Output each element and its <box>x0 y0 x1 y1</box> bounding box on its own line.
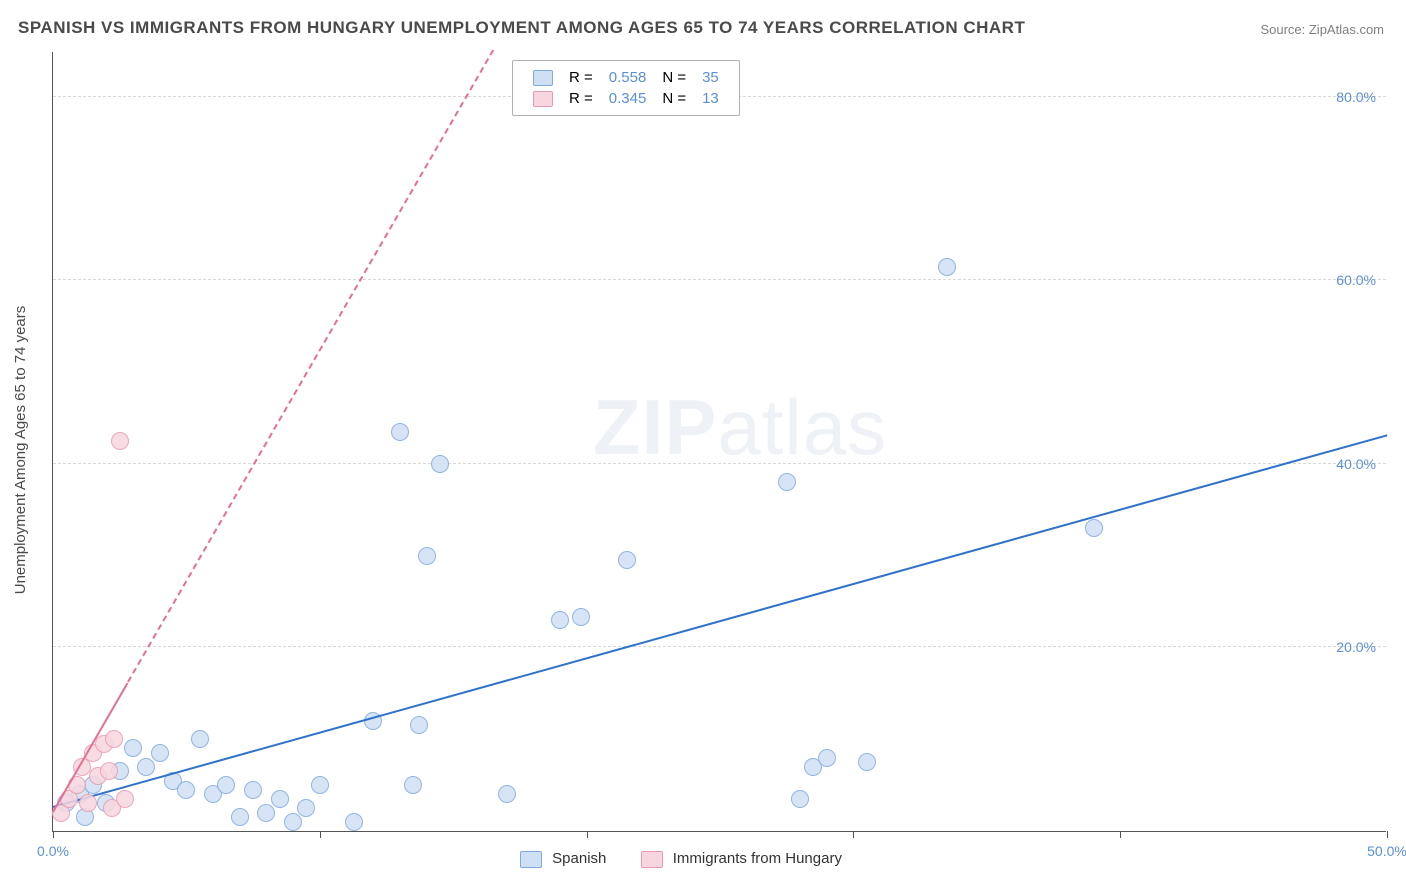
data-point-spanish <box>191 730 209 748</box>
y-tick-label: 40.0% <box>1336 456 1376 472</box>
gridline-h <box>53 279 1386 280</box>
data-point-spanish <box>818 749 836 767</box>
data-point-spanish <box>244 781 262 799</box>
gridline-h <box>53 646 1386 647</box>
data-point-spanish <box>345 813 363 831</box>
chart-title: SPANISH VS IMMIGRANTS FROM HUNGARY UNEMP… <box>18 18 1025 38</box>
data-point-hungary <box>105 730 123 748</box>
x-tick-label: 50.0% <box>1367 843 1406 859</box>
x-tick-label: 0.0% <box>37 843 69 859</box>
data-point-hungary <box>111 432 129 450</box>
data-point-spanish <box>257 804 275 822</box>
n-label: N = <box>654 88 694 109</box>
r-label: R = <box>561 67 601 88</box>
data-point-spanish <box>311 776 329 794</box>
r-value-spanish: 0.558 <box>601 67 655 88</box>
data-point-spanish <box>137 758 155 776</box>
data-point-spanish <box>1085 519 1103 537</box>
data-point-spanish <box>151 744 169 762</box>
x-tick <box>853 831 854 838</box>
x-tick <box>53 831 54 838</box>
data-point-spanish <box>124 739 142 757</box>
data-point-spanish <box>404 776 422 794</box>
legend-row-hungary: R = 0.345 N = 13 <box>525 88 727 109</box>
x-tick <box>320 831 321 838</box>
y-tick-label: 60.0% <box>1336 272 1376 288</box>
watermark-bold: ZIP <box>593 383 717 471</box>
data-point-spanish <box>498 785 516 803</box>
data-point-spanish <box>391 423 409 441</box>
source-attribution: Source: ZipAtlas.com <box>1260 22 1384 37</box>
legend-label-spanish: Spanish <box>552 850 606 867</box>
r-value-hungary: 0.345 <box>601 88 655 109</box>
y-tick-label: 20.0% <box>1336 639 1376 655</box>
legend-label-hungary: Immigrants from Hungary <box>673 850 842 867</box>
trend-line-hungary <box>127 50 494 683</box>
data-point-spanish <box>572 608 590 626</box>
data-point-spanish <box>551 611 569 629</box>
data-point-spanish <box>231 808 249 826</box>
swatch-hungary <box>533 91 553 107</box>
data-point-spanish <box>418 547 436 565</box>
trend-line-spanish <box>53 434 1388 808</box>
watermark-light: atlas <box>717 383 887 471</box>
y-axis-title: Unemployment Among Ages 65 to 74 years <box>12 306 29 595</box>
data-point-spanish <box>791 790 809 808</box>
data-point-spanish <box>431 455 449 473</box>
data-point-hungary <box>79 794 97 812</box>
data-point-hungary <box>100 762 118 780</box>
swatch-hungary-bottom <box>641 851 663 868</box>
x-tick <box>587 831 588 838</box>
data-point-spanish <box>938 258 956 276</box>
correlation-legend: R = 0.558 N = 35 R = 0.345 N = 13 <box>512 60 740 116</box>
n-label: N = <box>654 67 694 88</box>
watermark: ZIPatlas <box>593 382 887 473</box>
legend-row-spanish: R = 0.558 N = 35 <box>525 67 727 88</box>
data-point-spanish <box>858 753 876 771</box>
x-tick <box>1120 831 1121 838</box>
data-point-spanish <box>778 473 796 491</box>
scatter-plot-area: ZIPatlas 20.0%40.0%60.0%80.0%0.0%50.0% <box>52 52 1386 832</box>
y-tick-label: 80.0% <box>1336 89 1376 105</box>
r-label: R = <box>561 88 601 109</box>
data-point-hungary <box>116 790 134 808</box>
data-point-spanish <box>271 790 289 808</box>
x-tick <box>1387 831 1388 838</box>
data-point-spanish <box>618 551 636 569</box>
data-point-spanish <box>217 776 235 794</box>
n-value-spanish: 35 <box>694 67 727 88</box>
n-value-hungary: 13 <box>694 88 727 109</box>
swatch-spanish <box>533 70 553 86</box>
swatch-spanish-bottom <box>520 851 542 868</box>
data-point-spanish <box>410 716 428 734</box>
data-point-spanish <box>177 781 195 799</box>
data-point-spanish <box>297 799 315 817</box>
series-legend: Spanish Immigrants from Hungary <box>520 850 842 868</box>
data-point-spanish <box>284 813 302 831</box>
